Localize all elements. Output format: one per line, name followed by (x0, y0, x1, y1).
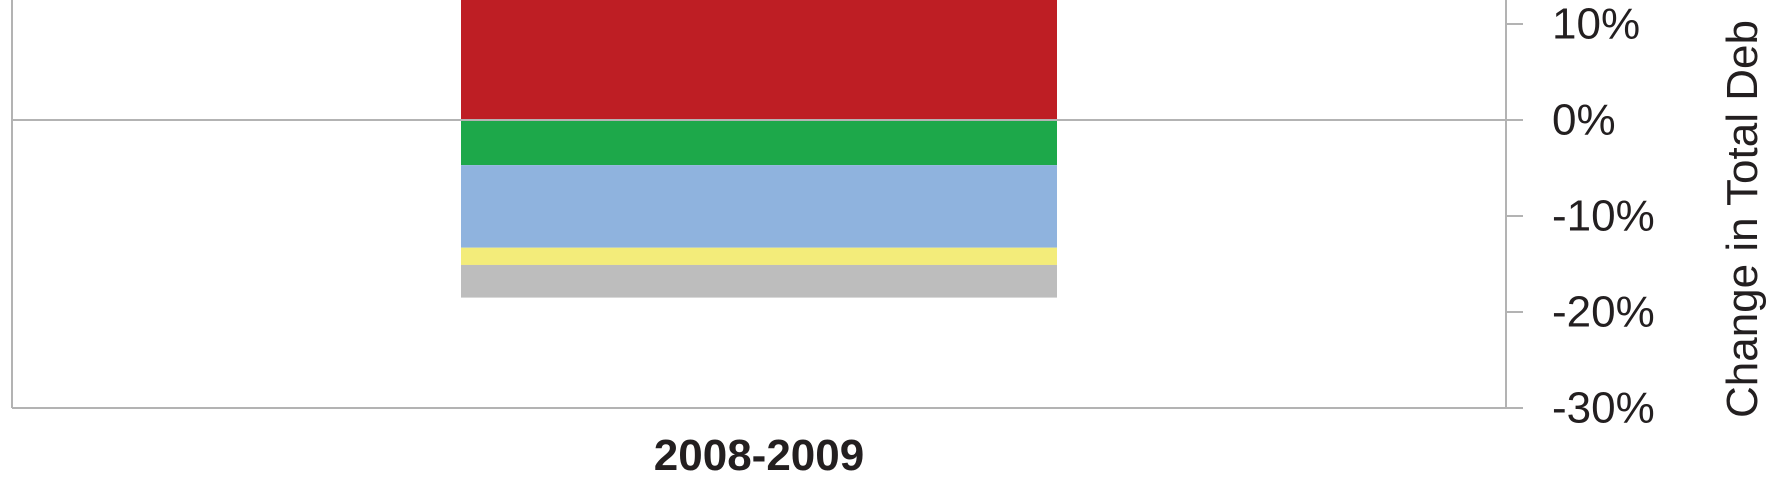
x-axis: 2008-2009 (654, 431, 864, 480)
y-tick-label: -30% (1552, 384, 1655, 433)
y-tick-label: 10% (1552, 0, 1640, 49)
bar-segment-2 (461, 120, 1057, 166)
x-category-label: 2008-2009 (654, 431, 864, 480)
y-tick-label: 0% (1552, 96, 1616, 145)
bar-segment-4 (461, 247, 1057, 265)
y-axis-title: Change in Total Deb (1718, 20, 1767, 418)
bar-segment-5 (461, 264, 1057, 298)
bars (461, 0, 1057, 298)
y-axis: -30% -20% -10% 0% 10% (1506, 0, 1655, 433)
bar-segment-3 (461, 165, 1057, 248)
plot-frame (11, 0, 1507, 409)
y-tick-label: -10% (1552, 192, 1655, 241)
bar-segment-1 (461, 0, 1057, 120)
y-tick-label: -20% (1552, 288, 1655, 337)
